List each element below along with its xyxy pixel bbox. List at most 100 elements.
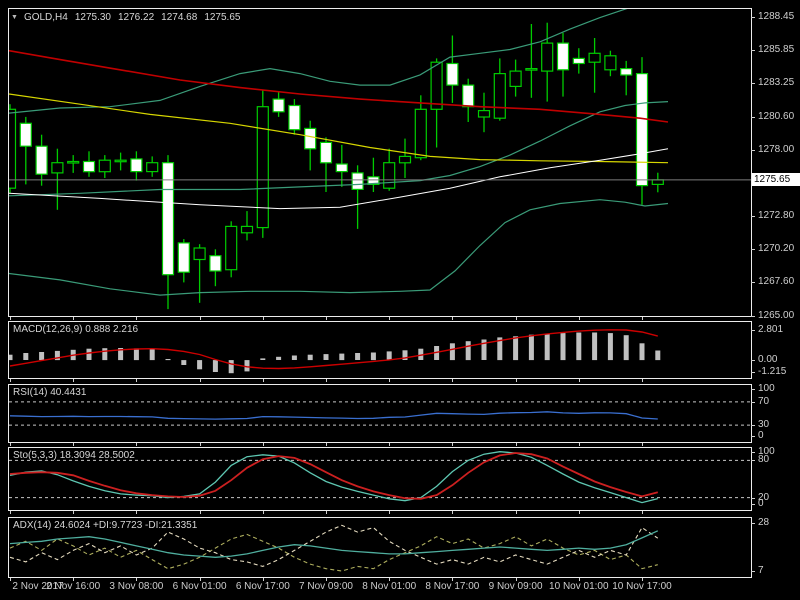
time-grid-tick bbox=[263, 511, 264, 514]
time-grid-tick bbox=[452, 511, 453, 514]
time-grid-tick bbox=[516, 317, 517, 320]
time-axis-label: 9 Nov 09:00 bbox=[488, 581, 543, 592]
low-value: 1274.68 bbox=[161, 12, 198, 23]
stochastic-canvas[interactable] bbox=[9, 448, 751, 510]
time-grid-tick bbox=[10, 379, 11, 382]
sto-axis-tick bbox=[751, 504, 755, 505]
price-axis-label: 1288.45 bbox=[758, 11, 795, 22]
time-grid-tick bbox=[326, 578, 327, 581]
symbol-dropdown-icon[interactable]: ▼ bbox=[11, 14, 18, 21]
rsi-axis-tick bbox=[751, 436, 755, 437]
time-grid-tick bbox=[200, 578, 201, 581]
time-grid-tick bbox=[389, 379, 390, 382]
time-axis-label: 2 Nov 2017 bbox=[12, 581, 64, 592]
time-axis-label: 10 Nov 17:00 bbox=[612, 581, 672, 592]
time-axis-label: 2 Nov 16:00 bbox=[46, 581, 101, 592]
price-axis-tick bbox=[751, 17, 755, 18]
macd-canvas[interactable] bbox=[9, 322, 751, 378]
time-grid-tick bbox=[200, 443, 201, 446]
time-grid-tick bbox=[642, 511, 643, 514]
price-axis-label: 1280.60 bbox=[758, 110, 795, 122]
time-grid-tick bbox=[136, 443, 137, 446]
macd-axis-tick bbox=[751, 372, 755, 373]
rsi-axis-tick bbox=[751, 389, 755, 390]
time-grid-tick bbox=[516, 443, 517, 446]
adx-label: ADX(14) 24.6024 +DI:9.7723 -DI:21.3351 bbox=[13, 520, 198, 531]
price-axis-tick bbox=[751, 83, 755, 84]
sto-axis-label: 80 bbox=[758, 454, 770, 466]
time-grid-tick bbox=[73, 379, 74, 382]
time-grid-tick bbox=[200, 379, 201, 382]
sto-axis-label: 100 bbox=[758, 446, 775, 457]
price-axis-tick bbox=[751, 249, 755, 250]
time-grid-tick bbox=[579, 443, 580, 446]
price-axis-label: 1278.00 bbox=[758, 144, 795, 156]
sto-axis-tick bbox=[751, 452, 755, 453]
adx-canvas[interactable] bbox=[9, 518, 751, 577]
open-value: 1275.30 bbox=[74, 12, 111, 23]
time-grid-tick bbox=[200, 317, 201, 320]
price-axis-tick bbox=[751, 216, 755, 217]
macd-label: MACD(12,26,9) 0.888 2.216 bbox=[13, 324, 139, 335]
time-grid-tick bbox=[516, 511, 517, 514]
time-grid-tick bbox=[263, 379, 264, 382]
price-axis-label: 1267.60 bbox=[758, 276, 795, 288]
rsi-axis-label: 100 bbox=[758, 383, 775, 394]
adx-axis-label: 7 bbox=[758, 565, 764, 576]
macd-axis-label: -1.215 bbox=[758, 366, 787, 377]
price-axis-label: 1272.80 bbox=[758, 210, 795, 222]
sto-axis-tick bbox=[751, 460, 755, 461]
stochastic-panel bbox=[8, 447, 752, 511]
price-axis-label: 1265.00 bbox=[758, 309, 795, 321]
time-axis-label: 8 Nov 01:00 bbox=[362, 581, 417, 592]
time-grid-tick bbox=[200, 511, 201, 514]
rsi-label: RSI(14) 40.4431 bbox=[13, 387, 87, 398]
time-grid-tick bbox=[326, 317, 327, 320]
time-grid-tick bbox=[10, 443, 11, 446]
time-grid-tick bbox=[326, 511, 327, 514]
high-value: 1276.22 bbox=[118, 12, 155, 23]
symbol-period-label: GOLD,H4 bbox=[23, 12, 68, 23]
time-grid-tick bbox=[10, 511, 11, 514]
rsi-axis-label: 0 bbox=[758, 430, 764, 441]
time-grid-tick bbox=[642, 443, 643, 446]
rsi-canvas[interactable] bbox=[9, 385, 751, 442]
price-axis-tick bbox=[751, 50, 755, 51]
main-chart-panel bbox=[8, 8, 752, 317]
adx-axis-tick bbox=[751, 523, 755, 524]
macd-axis-label: 2.801 bbox=[758, 323, 784, 335]
time-axis-label: 6 Nov 17:00 bbox=[235, 581, 290, 592]
adx-panel bbox=[8, 517, 752, 578]
macd-panel bbox=[8, 321, 752, 379]
price-axis-tick bbox=[751, 282, 755, 283]
time-grid-tick bbox=[73, 511, 74, 514]
time-grid-tick bbox=[73, 317, 74, 320]
time-grid-tick bbox=[642, 379, 643, 382]
sto-axis-label: 20 bbox=[758, 491, 770, 503]
time-grid-tick bbox=[326, 443, 327, 446]
macd-axis-tick bbox=[751, 330, 755, 331]
time-grid-tick bbox=[326, 379, 327, 382]
time-grid-tick bbox=[389, 317, 390, 320]
time-grid-tick bbox=[389, 443, 390, 446]
rsi-axis-tick bbox=[751, 402, 755, 403]
time-axis-label: 3 Nov 08:00 bbox=[109, 581, 164, 592]
time-grid-tick bbox=[642, 578, 643, 581]
price-axis-tick bbox=[751, 117, 755, 118]
time-axis-label: 8 Nov 17:00 bbox=[425, 581, 480, 592]
price-axis-tick bbox=[751, 150, 755, 151]
time-grid-tick bbox=[452, 379, 453, 382]
time-grid-tick bbox=[642, 317, 643, 320]
time-grid-tick bbox=[579, 317, 580, 320]
rsi-panel bbox=[8, 384, 752, 443]
time-axis-label: 6 Nov 01:00 bbox=[172, 581, 227, 592]
time-grid-tick bbox=[579, 379, 580, 382]
main-chart-canvas[interactable] bbox=[9, 9, 751, 316]
macd-axis-tick bbox=[751, 360, 755, 361]
sto-axis-label: 0 bbox=[758, 498, 764, 509]
time-grid-tick bbox=[516, 379, 517, 382]
time-grid-tick bbox=[73, 443, 74, 446]
time-grid-tick bbox=[516, 578, 517, 581]
time-grid-tick bbox=[136, 317, 137, 320]
